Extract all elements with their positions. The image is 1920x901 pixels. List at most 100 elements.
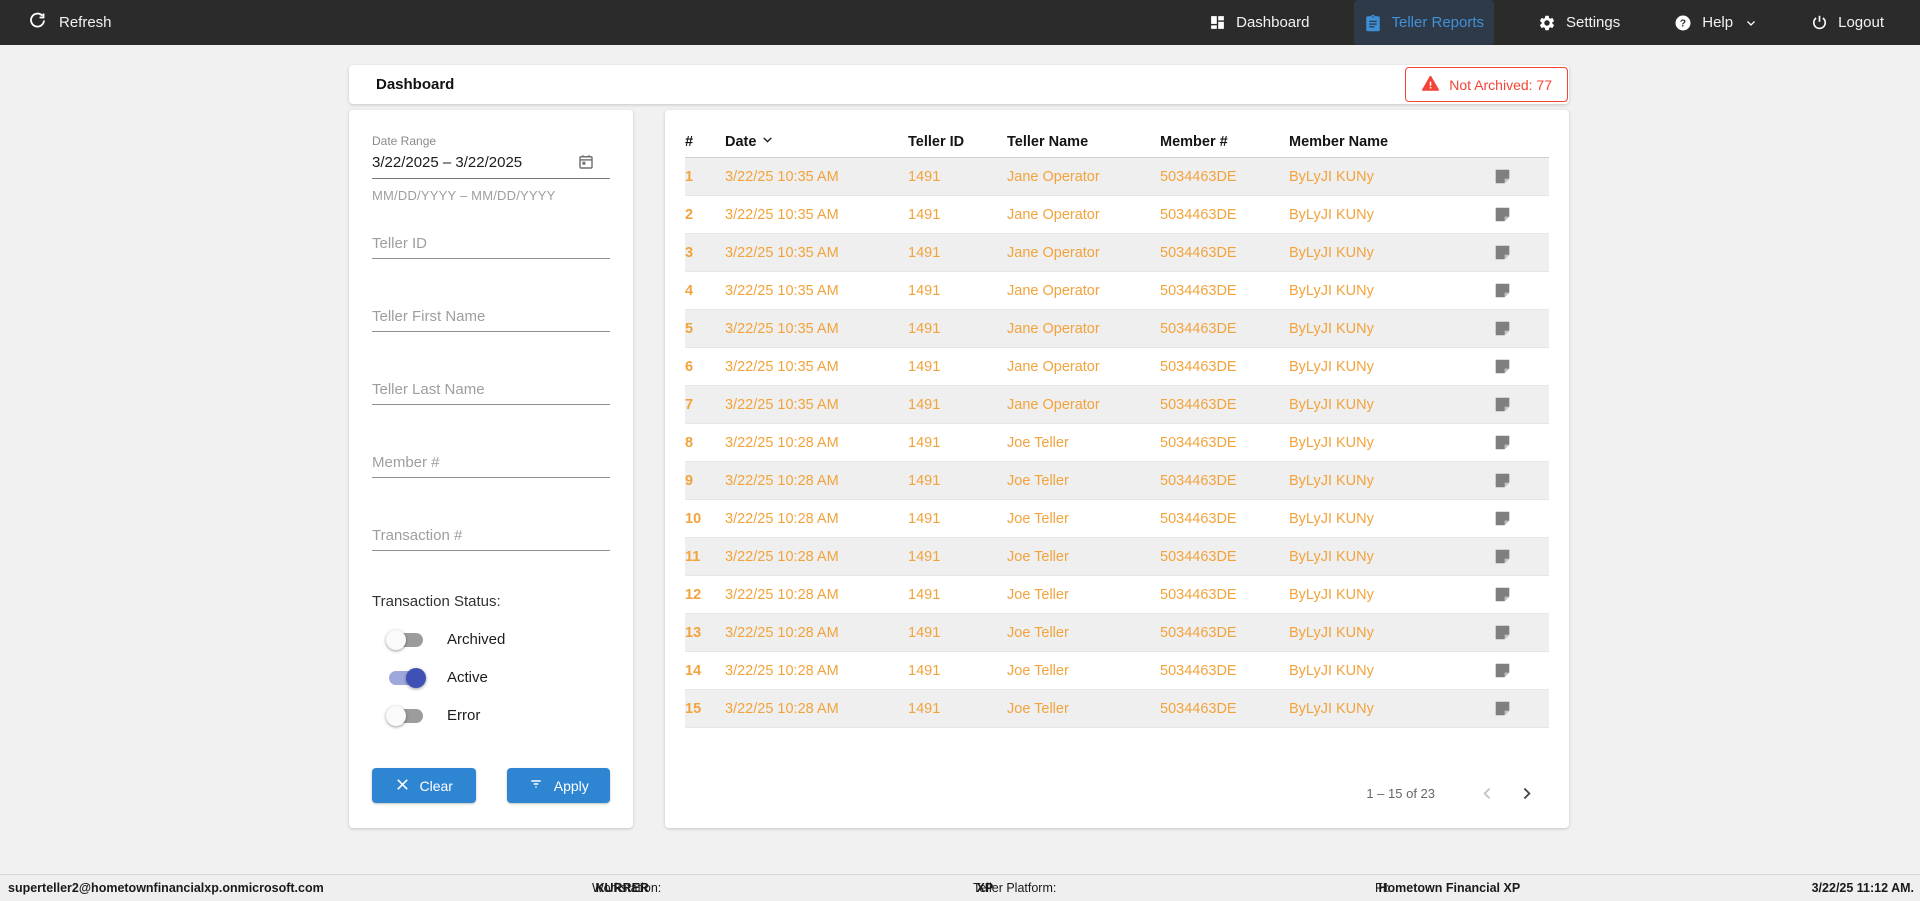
table-row[interactable]: 3 3/22/25 10:35 AM 1491 Jane Operator 50…	[685, 234, 1549, 272]
refresh-icon	[28, 11, 47, 34]
table-row[interactable]: 13 3/22/25 10:28 AM 1491 Joe Teller 5034…	[685, 614, 1549, 652]
col-header-member-num[interactable]: Member #	[1160, 133, 1228, 150]
not-archived-badge[interactable]: Not Archived: 77	[1405, 67, 1568, 102]
note-icon[interactable]	[1486, 168, 1511, 185]
row-number: 1	[685, 168, 694, 185]
note-icon[interactable]	[1486, 434, 1511, 451]
nav-help[interactable]: ? Help	[1664, 0, 1767, 45]
row-teller-name: Joe Teller	[1007, 662, 1069, 679]
filter-icon	[528, 776, 544, 795]
date-range-label: Date Range	[372, 134, 437, 148]
note-icon[interactable]	[1486, 396, 1511, 413]
nav-settings[interactable]: Settings	[1528, 0, 1630, 45]
active-toggle-row[interactable]: Active	[372, 667, 610, 688]
status-time: 3/22/25 11:12 AM.	[1811, 881, 1914, 895]
table-row[interactable]: 11 3/22/25 10:28 AM 1491 Joe Teller 5034…	[685, 538, 1549, 576]
row-member-name: ByLyJI KUNy	[1289, 282, 1374, 299]
row-teller-name: Jane Operator	[1007, 396, 1100, 413]
table-row[interactable]: 6 3/22/25 10:35 AM 1491 Jane Operator 50…	[685, 348, 1549, 386]
row-teller-name: Joe Teller	[1007, 510, 1069, 527]
note-icon[interactable]	[1486, 700, 1511, 717]
row-teller-id: 1491	[908, 586, 941, 603]
row-teller-name: Joe Teller	[1007, 434, 1069, 451]
table-row[interactable]: 14 3/22/25 10:28 AM 1491 Joe Teller 5034…	[685, 652, 1549, 690]
note-icon[interactable]	[1486, 282, 1511, 299]
table-row[interactable]: 9 3/22/25 10:28 AM 1491 Joe Teller 50344…	[685, 462, 1549, 500]
table-row[interactable]: 10 3/22/25 10:28 AM 1491 Joe Teller 5034…	[685, 500, 1549, 538]
row-teller-id: 1491	[908, 700, 941, 717]
member-number-input[interactable]	[372, 450, 610, 478]
note-icon[interactable]	[1486, 244, 1511, 261]
previous-page-button[interactable]	[1479, 785, 1496, 802]
error-toggle-row[interactable]: Error	[372, 705, 610, 726]
row-teller-name: Joe Teller	[1007, 472, 1069, 489]
nav-dashboard[interactable]: Dashboard	[1199, 0, 1319, 45]
archived-toggle-row[interactable]: Archived	[372, 629, 610, 650]
note-icon[interactable]	[1486, 206, 1511, 223]
row-date: 3/22/25 10:35 AM	[725, 244, 839, 261]
error-toggle[interactable]	[386, 705, 423, 726]
active-toggle[interactable]	[389, 667, 426, 688]
row-teller-id: 1491	[908, 472, 941, 489]
calendar-icon[interactable]	[577, 153, 595, 171]
apply-button[interactable]: Apply	[506, 768, 610, 803]
col-header-num[interactable]: #	[685, 133, 694, 150]
pager-controls	[1479, 785, 1535, 802]
row-date: 3/22/25 10:28 AM	[725, 624, 839, 641]
transaction-number-input[interactable]	[372, 523, 610, 551]
row-teller-name: Joe Teller	[1007, 700, 1069, 717]
note-icon[interactable]	[1486, 510, 1511, 527]
note-icon[interactable]	[1486, 358, 1511, 375]
teller-id-input[interactable]	[372, 231, 610, 259]
clear-button[interactable]: Clear	[372, 768, 476, 803]
note-icon[interactable]	[1486, 662, 1511, 679]
table-row[interactable]: 8 3/22/25 10:28 AM 1491 Joe Teller 50344…	[685, 424, 1549, 462]
table-row[interactable]: 1 3/22/25 10:35 AM 1491 Jane Operator 50…	[685, 158, 1549, 196]
nav-teller-reports[interactable]: Teller Reports	[1353, 0, 1495, 45]
table-row[interactable]: 15 3/22/25 10:28 AM 1491 Joe Teller 5034…	[685, 690, 1549, 728]
col-header-teller-id[interactable]: Teller ID	[908, 133, 965, 150]
status-bar: superteller2@hometownfinancialxp.onmicro…	[0, 874, 1920, 901]
col-header-member-name[interactable]: Member Name	[1289, 133, 1389, 150]
col-header-date-label: Date	[725, 133, 757, 150]
row-member-number: 5034463DE	[1160, 548, 1237, 565]
table-row[interactable]: 5 3/22/25 10:35 AM 1491 Jane Operator 50…	[685, 310, 1549, 348]
nav-menu: Dashboard Teller Reports Settings ? Help	[1199, 0, 1894, 45]
teller-last-name-input[interactable]	[372, 377, 610, 405]
row-date: 3/22/25 10:28 AM	[725, 700, 839, 717]
toggle-thumb	[386, 705, 406, 726]
row-number: 7	[685, 396, 694, 413]
archived-toggle[interactable]	[386, 629, 423, 650]
next-page-button[interactable]	[1518, 785, 1535, 802]
pagination-range: 1 – 15 of 23	[1366, 786, 1435, 801]
row-number: 5	[685, 320, 694, 337]
table-row[interactable]: 12 3/22/25 10:28 AM 1491 Joe Teller 5034…	[685, 576, 1549, 614]
col-header-teller-name[interactable]: Teller Name	[1007, 133, 1089, 150]
date-format-hint: MM/DD/YYYY – MM/DD/YYYY	[372, 188, 556, 203]
note-icon[interactable]	[1486, 472, 1511, 489]
table-row[interactable]: 7 3/22/25 10:35 AM 1491 Jane Operator 50…	[685, 386, 1549, 424]
close-icon	[395, 777, 410, 795]
row-teller-id: 1491	[908, 624, 941, 641]
gear-icon	[1538, 14, 1556, 32]
table-row[interactable]: 2 3/22/25 10:35 AM 1491 Jane Operator 50…	[685, 196, 1549, 234]
clear-button-label: Clear	[419, 777, 453, 794]
nav-logout[interactable]: Logout	[1801, 0, 1894, 45]
date-range-input[interactable]	[372, 153, 577, 171]
teller-first-name-input[interactable]	[372, 304, 610, 332]
note-icon[interactable]	[1486, 586, 1511, 603]
note-icon[interactable]	[1486, 320, 1511, 337]
row-number: 4	[685, 282, 694, 299]
row-date: 3/22/25 10:28 AM	[725, 548, 839, 565]
note-icon[interactable]	[1486, 548, 1511, 565]
row-member-number: 5034463DE	[1160, 662, 1237, 679]
col-header-date[interactable]: Date	[725, 133, 908, 150]
row-teller-id: 1491	[908, 396, 941, 413]
table-row[interactable]: 4 3/22/25 10:35 AM 1491 Jane Operator 50…	[685, 272, 1549, 310]
fi-info: FI: Hometown Financial XP	[1375, 881, 1521, 895]
row-date: 3/22/25 10:28 AM	[725, 510, 839, 527]
row-member-name: ByLyJI KUNy	[1289, 700, 1374, 717]
refresh-button[interactable]: Refresh	[28, 11, 112, 34]
note-icon[interactable]	[1486, 624, 1511, 641]
row-member-number: 5034463DE	[1160, 624, 1237, 641]
